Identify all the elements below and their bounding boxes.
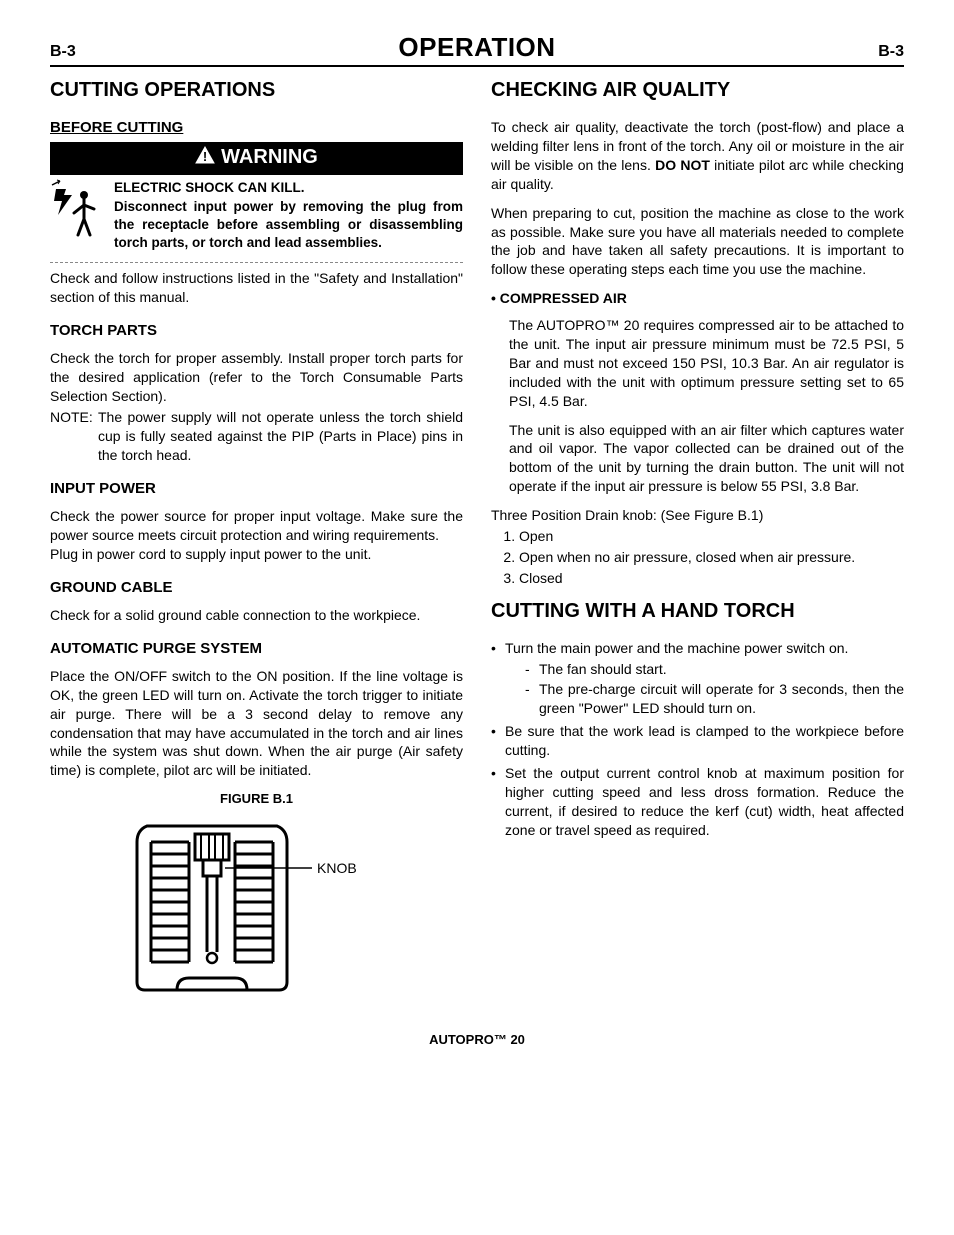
right-column: CHECKING AIR QUALITY To check air qualit… [491, 75, 904, 1007]
page-number-right: B-3 [878, 41, 904, 63]
hand-torch-bullets: Turn the main power and the machine powe… [491, 639, 904, 840]
left-column: CUTTING OPERATIONS BEFORE CUTTING ! WARN… [50, 75, 463, 1007]
input-power-text-1: Check the power source for proper input … [50, 507, 463, 545]
figure-caption: FIGURE B.1 [50, 790, 463, 808]
page-number-left: B-3 [50, 41, 76, 63]
page-title: OPERATION [398, 30, 555, 65]
ground-cable-text: Check for a solid ground cable connectio… [50, 606, 463, 625]
drain-intro: Three Position Drain knob: (See Figure B… [491, 506, 904, 525]
air-quality-p1: To check air quality, deactivate the tor… [491, 118, 904, 194]
footer-model: AUTOPRO™ 20 [50, 1031, 904, 1049]
dashed-divider [50, 262, 463, 263]
figure-b1: KNOB [50, 812, 463, 1007]
auto-purge-heading: AUTOMATIC PURGE SYSTEM [50, 639, 463, 659]
compressed-air-p1: The AUTOPRO™ 20 requires compressed air … [491, 316, 904, 410]
do-not-bold: DO NOT [655, 157, 710, 173]
content-columns: CUTTING OPERATIONS BEFORE CUTTING ! WARN… [50, 75, 904, 1007]
hand-torch-b3: Set the output current control knob at m… [491, 764, 904, 840]
electric-shock-icon [50, 179, 106, 256]
shock-warning-text: ELECTRIC SHOCK CAN KILL. Disconnect inpu… [114, 179, 463, 252]
hand-torch-s2: The pre-charge circuit will operate for … [525, 680, 904, 718]
shock-warning-block: ELECTRIC SHOCK CAN KILL. Disconnect inpu… [50, 179, 463, 256]
hand-torch-b1-text: Turn the main power and the machine powe… [505, 640, 848, 656]
hand-torch-b1: Turn the main power and the machine powe… [491, 639, 904, 719]
torch-note-row: NOTE: The power supply will not operate … [50, 408, 463, 465]
shock-body-text: Disconnect input power by removing the p… [114, 198, 463, 253]
hand-torch-sublist: The fan should start. The pre-charge cir… [505, 660, 904, 719]
compressed-air-heading: • COMPRESSED AIR [491, 289, 904, 308]
drain-list: Open Open when no air pressure, closed w… [491, 527, 904, 588]
warning-label: WARNING [221, 144, 318, 171]
warning-bar: ! WARNING [50, 142, 463, 175]
input-power-heading: INPUT POWER [50, 479, 463, 499]
torch-parts-text: Check the torch for proper assembly. Ins… [50, 349, 463, 406]
warning-triangle-icon: ! [195, 146, 215, 170]
hand-torch-s1: The fan should start. [525, 660, 904, 679]
air-quality-p2: When preparing to cut, position the mach… [491, 204, 904, 280]
note-label: NOTE: [50, 408, 98, 465]
shock-kill-text: ELECTRIC SHOCK CAN KILL. [114, 179, 463, 197]
before-cutting-heading: BEFORE CUTTING [50, 118, 463, 138]
torch-parts-heading: TORCH PARTS [50, 321, 463, 341]
drain-item-3: Closed [519, 569, 904, 588]
svg-text:!: ! [203, 149, 207, 164]
checking-air-quality-heading: CHECKING AIR QUALITY [491, 77, 904, 104]
ground-cable-heading: GROUND CABLE [50, 578, 463, 598]
drain-item-1: Open [519, 527, 904, 546]
cutting-operations-heading: CUTTING OPERATIONS [50, 77, 463, 104]
hand-torch-b2: Be sure that the work lead is clamped to… [491, 722, 904, 760]
compressed-air-p2: The unit is also equipped with an air fi… [491, 421, 904, 497]
note-body: The power supply will not operate unless… [98, 408, 463, 465]
hand-torch-heading: CUTTING WITH A HAND TORCH [491, 598, 904, 625]
drain-item-2: Open when no air pressure, closed when a… [519, 548, 904, 567]
input-power-text-2: Plug in power cord to supply input power… [50, 545, 463, 564]
page-header: B-3 OPERATION B-3 [50, 30, 904, 67]
auto-purge-text: Place the ON/OFF switch to the ON positi… [50, 667, 463, 780]
safety-instructions-text: Check and follow instructions listed in … [50, 269, 463, 307]
knob-label: KNOB [317, 860, 357, 876]
